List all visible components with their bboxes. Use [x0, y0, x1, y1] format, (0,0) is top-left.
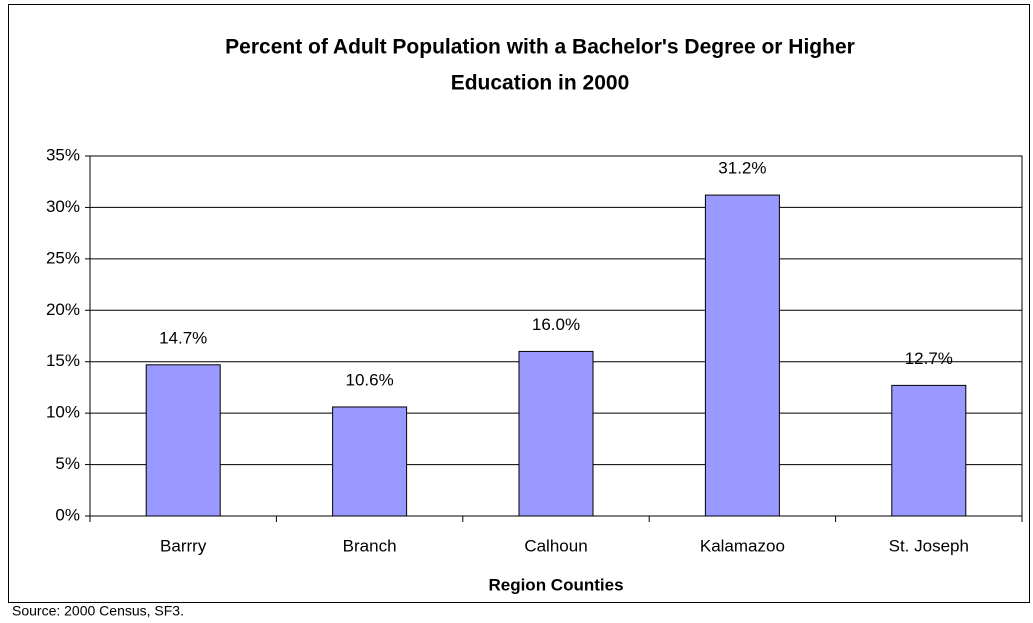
bar — [704, 194, 780, 517]
y-tick-label: 35% — [46, 145, 80, 164]
y-tick-label: 10% — [46, 403, 80, 422]
y-tick-label: 5% — [55, 454, 80, 473]
x-tick-label: St. Joseph — [889, 536, 969, 555]
bar — [891, 384, 967, 517]
data-label: 12.7% — [905, 349, 953, 368]
bar — [518, 350, 594, 517]
y-tick-label: 0% — [55, 505, 80, 524]
data-label: 31.2% — [718, 159, 766, 178]
y-tick-label: 15% — [46, 351, 80, 370]
x-tick-label: Branch — [343, 536, 397, 555]
y-tick-label: 25% — [46, 248, 80, 267]
data-label: 14.7% — [159, 328, 207, 347]
chart-frame — [8, 4, 1030, 603]
x-tick-label: Kalamazoo — [700, 536, 785, 555]
data-label: 10.6% — [345, 370, 393, 389]
x-tick-label: Calhoun — [524, 536, 587, 555]
chart-title: Percent of Adult Population with a Bache… — [225, 36, 855, 59]
bar — [145, 364, 221, 517]
x-axis-title: Region Counties — [488, 575, 623, 594]
source-note: Source: 2000 Census, SF3. — [12, 603, 184, 619]
chart-title: Education in 2000 — [451, 72, 630, 95]
x-tick-label: Barrry — [160, 536, 207, 555]
data-label: 16.0% — [532, 315, 580, 334]
bar — [332, 406, 408, 517]
y-tick-label: 30% — [46, 197, 80, 216]
y-tick-label: 20% — [46, 300, 80, 319]
